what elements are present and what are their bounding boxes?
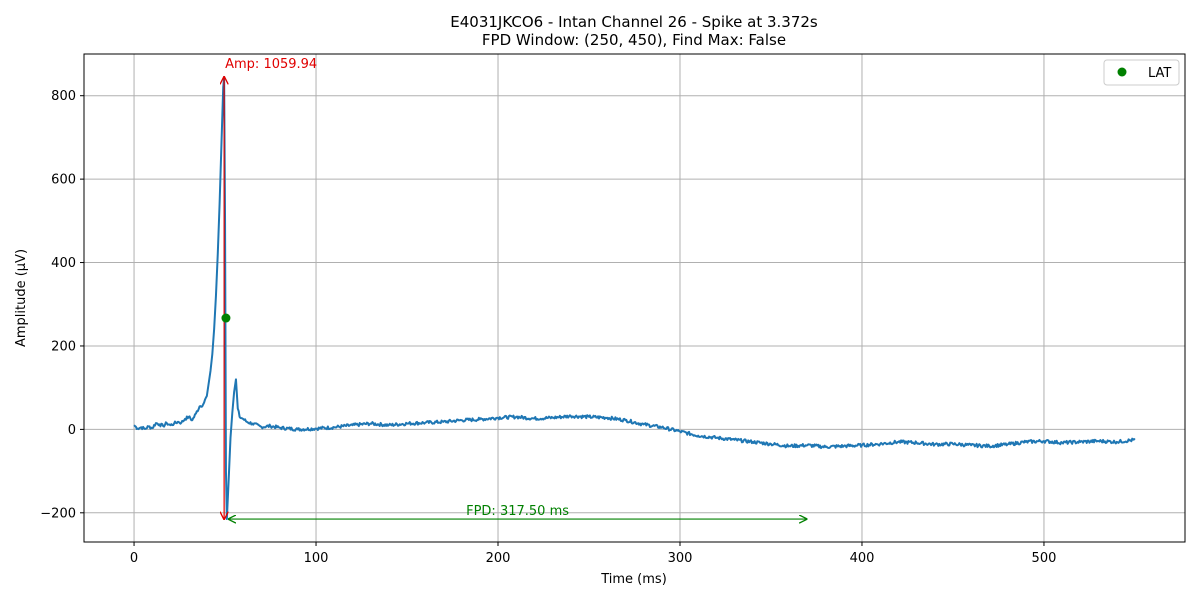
y-tick-label: 600 <box>51 173 76 188</box>
series-line <box>133 75 1136 521</box>
lat-point <box>221 313 231 323</box>
legend-marker-lat <box>1117 67 1127 77</box>
grid-lines <box>84 54 1185 542</box>
x-tick-label: 300 <box>668 551 693 566</box>
x-axis-ticks: 0 100 200 300 400 500 <box>130 542 1056 566</box>
y-tick-label: 800 <box>51 89 76 104</box>
amp-label: Amp: 1059.94 <box>225 57 317 72</box>
y-axis-label: Amplitude (μV) <box>14 249 29 347</box>
y-tick-label: 400 <box>51 256 76 271</box>
chart-title-line-1: E4031JKCO6 - Intan Channel 26 - Spike at… <box>450 13 818 31</box>
x-axis-label: Time (ms) <box>600 572 667 587</box>
legend-label-lat: LAT <box>1148 66 1171 81</box>
x-tick-label: 500 <box>1032 551 1057 566</box>
x-tick-label: 0 <box>130 551 138 566</box>
legend: LAT <box>1103 59 1180 86</box>
x-tick-label: 400 <box>850 551 875 566</box>
x-tick-label: 100 <box>304 551 329 566</box>
legend-box <box>1103 59 1180 86</box>
fpd-label: FPD: 317.50 ms <box>466 504 569 519</box>
y-tick-label: −200 <box>40 506 76 521</box>
x-tick-label: 200 <box>486 551 511 566</box>
y-tick-label: 200 <box>51 339 76 354</box>
y-axis-ticks: −200 0 200 400 600 800 <box>40 89 84 521</box>
y-tick-label: 0 <box>68 423 76 438</box>
plot-frame <box>83 53 1186 543</box>
chart-title-line-2: FPD Window: (250, 450), Find Max: False <box>482 31 786 49</box>
